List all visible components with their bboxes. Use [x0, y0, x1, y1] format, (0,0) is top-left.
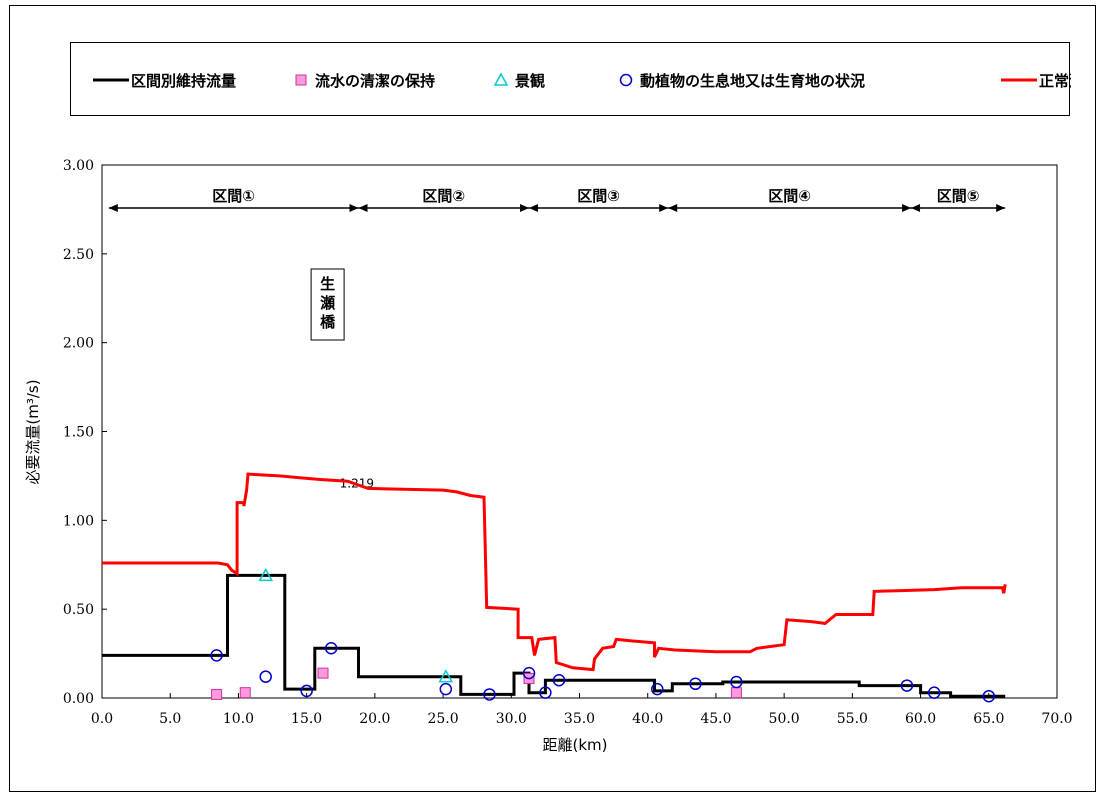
y-axis-label: 必要流量(m³/s): [24, 379, 42, 484]
y-tick-label: 1.00: [63, 513, 94, 529]
bridge-label-char: 生: [320, 275, 335, 293]
circle-marker: [689, 677, 702, 691]
section-arrowhead-left: [358, 204, 368, 212]
section-label: 区間④: [768, 187, 811, 205]
y-tick-label: 2.50: [63, 247, 94, 263]
x-axis-label: 距離(km): [542, 736, 607, 754]
x-tick-label: 10.0: [223, 711, 254, 727]
circle-marker: [439, 682, 453, 696]
x-tick-label: 50.0: [769, 711, 800, 727]
section-arrowhead-left: [108, 204, 118, 212]
legend: 区間別維持流量流水の清潔の保持景観動植物の生息地又は生育地の状況正常流量: [70, 42, 1099, 116]
section-arrowhead-left: [911, 204, 921, 212]
normal-flow-line: [102, 472, 1007, 672]
y-tick-label: 2.00: [63, 336, 94, 352]
triangle-marker: [258, 567, 273, 582]
square-marker: [730, 687, 742, 699]
legend-square-swatch: [295, 74, 307, 86]
legend-label: 区間別維持流量: [131, 72, 236, 90]
circle-marker: [900, 679, 914, 692]
x-tick-label: 25.0: [427, 711, 458, 727]
x-tick-label: 30.0: [496, 711, 527, 727]
chart-frame: [9, 5, 1096, 792]
circle-marker: [927, 686, 941, 699]
circle-marker: [210, 649, 223, 662]
circle-marker: [522, 666, 536, 680]
section-label: 区間③: [577, 187, 620, 205]
section-arrowhead-right: [349, 204, 359, 212]
y-tick-label: 3.00: [63, 158, 94, 174]
x-tick-label: 0.0: [91, 711, 113, 727]
y-tick-label: 0.00: [63, 691, 94, 707]
circle-marker: [552, 673, 566, 687]
x-tick-label: 65.0: [973, 711, 1004, 727]
y-tick-label: 1.50: [63, 425, 94, 441]
section-label: 区間②: [422, 187, 465, 205]
triangle-marker: [438, 669, 454, 683]
legend-triangle-swatch: [493, 72, 509, 86]
legend-label: 景観: [515, 72, 545, 90]
x-tick-label: 15.0: [291, 711, 322, 727]
section-label: 区間⑤: [937, 187, 980, 205]
circle-marker: [300, 684, 313, 698]
circle-marker: [730, 675, 743, 689]
section-arrowhead-left: [668, 204, 678, 212]
x-tick-label: 35.0: [564, 711, 595, 727]
bridge-label-char: 橋: [320, 313, 336, 331]
maintenance-flow-line: [102, 573, 1006, 698]
section-arrowhead-left: [529, 204, 539, 212]
x-tick-label: 5.0: [159, 711, 181, 727]
section-arrowhead-right: [996, 204, 1006, 212]
section-arrowhead-right: [902, 204, 912, 212]
x-tick-label: 45.0: [700, 711, 731, 727]
legend-circle-swatch: [619, 73, 633, 87]
circle-marker: [539, 686, 552, 699]
circle-marker: [259, 670, 272, 683]
square-marker: [317, 667, 329, 679]
x-tick-label: 20.0: [359, 711, 390, 727]
x-tick-label: 70.0: [1041, 711, 1072, 727]
circle-marker: [483, 688, 496, 701]
section-arrowhead-right: [520, 204, 530, 212]
section-arrowhead-right: [659, 204, 669, 212]
circle-marker: [982, 689, 996, 703]
bridge-label-box: [310, 268, 345, 341]
section-label: 区間①: [212, 187, 255, 205]
legend-svg: 区間別維持流量流水の清潔の保持景観動植物の生息地又は生育地の状況正常流量: [93, 72, 1099, 90]
circle-marker: [324, 642, 338, 655]
plot-border: [101, 164, 1058, 699]
circle-marker: [651, 682, 664, 696]
x-tick-label: 40.0: [632, 711, 663, 727]
x-tick-label: 55.0: [837, 711, 868, 727]
x-tick-label: 60.0: [905, 711, 936, 727]
y-tick-label: 0.50: [63, 602, 94, 618]
square-marker: [239, 687, 251, 699]
square-marker: [211, 688, 223, 700]
bridge-label-char: 瀬: [320, 294, 335, 312]
legend-label: 流水の清潔の保持: [315, 72, 435, 90]
legend-label: 動植物の生息地又は生育地の状況: [640, 72, 865, 90]
